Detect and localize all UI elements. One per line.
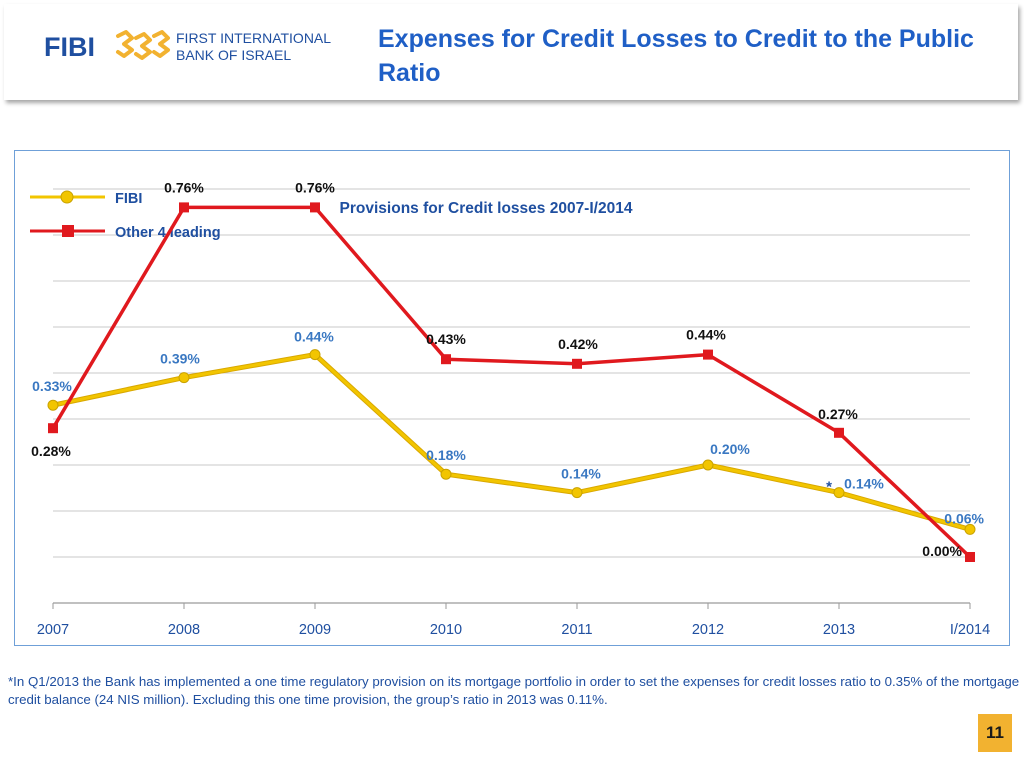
x-tick-label: 2010	[430, 622, 462, 638]
fibi-point	[440, 468, 452, 480]
fibi-point	[178, 372, 190, 384]
other-point	[965, 552, 975, 562]
other-point	[48, 423, 58, 434]
fibi-point	[833, 487, 845, 499]
bank-name-line-1: FIRST INTERNATIONAL	[176, 30, 332, 46]
bank-name: FIRST INTERNATIONAL BANK OF ISRAEL	[176, 30, 331, 64]
other-data-label: 0.44%	[686, 327, 726, 343]
fibi-point	[702, 459, 714, 471]
fibi-data-label: 0.44%	[294, 329, 334, 345]
fibi-data-label: 0.14%	[844, 476, 884, 492]
fibi-data-label: 0.18%	[426, 447, 466, 463]
page-number: 11	[978, 714, 1012, 752]
other-data-label: 0.28%	[31, 443, 71, 459]
other-point	[703, 349, 713, 360]
other-data-label: 0.00%	[922, 543, 962, 559]
bank-logo: FIBI FIRST INTERNATIONAL BANK OF ISRAEL	[44, 26, 344, 76]
legend-fibi-marker	[60, 190, 74, 204]
legend-other-marker	[62, 225, 74, 237]
x-tick-label: 2013	[823, 622, 855, 638]
series-fibi-line	[52, 353, 971, 531]
slide-header: FIBI FIRST INTERNATIONAL BANK OF ISRAEL …	[4, 4, 1018, 100]
fibi-point	[309, 349, 321, 361]
annotation-asterisk: *	[826, 479, 832, 496]
x-tick-label: 2011	[561, 622, 592, 638]
series-fibi-line-shadow	[52, 352, 971, 532]
other-point	[310, 202, 320, 213]
other-point	[834, 427, 844, 438]
x-tick-label: 2008	[168, 622, 200, 638]
fibi-point	[571, 487, 583, 499]
fibi-point	[47, 399, 59, 411]
footnote: *In Q1/2013 the Bank has implemented a o…	[8, 674, 1020, 707]
other-point	[572, 358, 582, 369]
other-data-label: 0.27%	[818, 406, 858, 422]
series-other-line	[51, 205, 972, 559]
fibi-data-label: 0.06%	[944, 510, 984, 526]
fibi-data-label: 0.39%	[160, 351, 200, 367]
bank-name-line-2: BANK OF ISRAEL	[176, 47, 292, 63]
other-point	[179, 202, 189, 213]
fibi-data-label: 0.33%	[32, 378, 72, 394]
other-data-label: 0.43%	[426, 331, 466, 347]
other-data-label: 0.42%	[558, 336, 598, 352]
page-title: Expenses for Credit Losses to Credit to …	[378, 25, 974, 87]
fibi-data-label: 0.14%	[561, 466, 601, 482]
logo-fibi-text: FIBI	[44, 32, 95, 62]
line-chart: 2007 2008 2009 2010 2011 2012 2013 I/2014 Provis…	[30, 179, 990, 638]
chart-title: Provisions for Credit losses 2007-I/2014	[340, 200, 633, 217]
chart-frame	[14, 150, 1010, 646]
bank-logo-icon	[116, 30, 170, 60]
x-tick-label: 2012	[692, 622, 724, 638]
x-tick-label: I/2014	[950, 622, 990, 638]
fibi-point	[964, 523, 976, 535]
other-point	[441, 354, 451, 365]
x-tick-label: 2009	[299, 622, 331, 638]
other-data-label: 0.76%	[295, 179, 335, 195]
other-data-label: 0.76%	[164, 179, 204, 195]
fibi-data-label: 0.20%	[710, 441, 750, 457]
legend-fibi-label: FIBI	[115, 191, 142, 207]
x-tick-label: 2007	[37, 622, 69, 638]
